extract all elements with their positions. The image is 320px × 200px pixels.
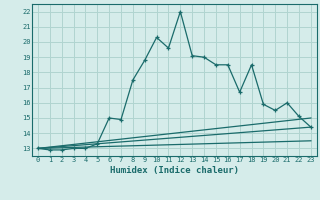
X-axis label: Humidex (Indice chaleur): Humidex (Indice chaleur) bbox=[110, 166, 239, 175]
